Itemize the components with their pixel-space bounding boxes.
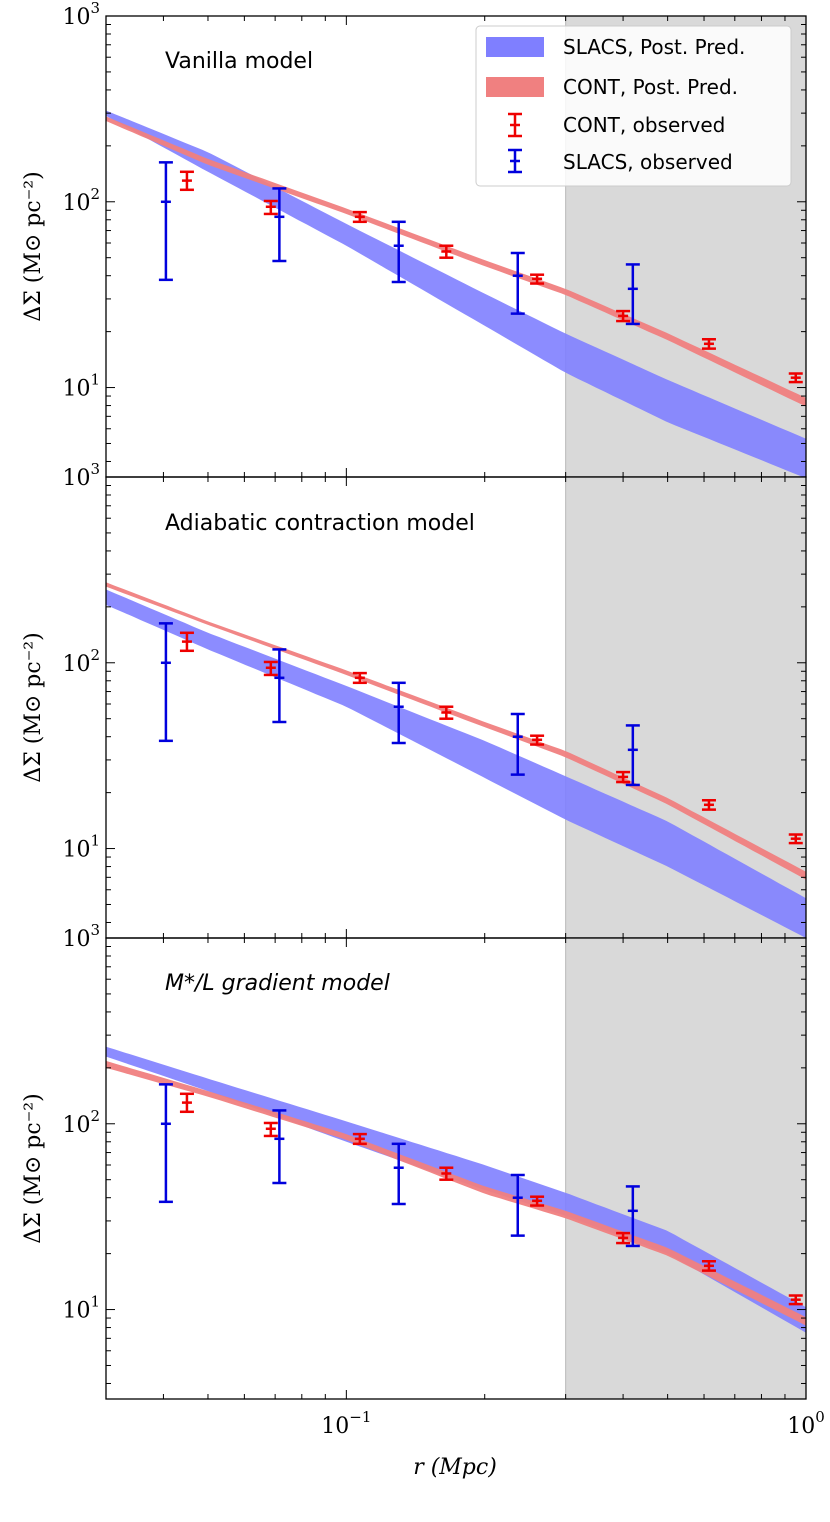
panel-title-vanilla: Vanilla model bbox=[165, 49, 313, 74]
cont-post-pred-band-2 bbox=[106, 1060, 806, 1326]
cont-observed-point-0-4 bbox=[530, 273, 545, 285]
cont-observed-point-2-6 bbox=[701, 1259, 716, 1272]
cont-observed-point-1-0 bbox=[179, 631, 194, 653]
panel-title-adiabatic: Adiabatic contraction model bbox=[165, 511, 475, 536]
legend-swatch-slacs-band bbox=[486, 37, 544, 57]
slacs-observed-point-0-3 bbox=[510, 251, 525, 315]
y-tick-label-1-0: 101 bbox=[62, 832, 100, 863]
slacs-post-pred-band-2 bbox=[106, 1046, 806, 1333]
cont-observed-point-0-1 bbox=[263, 199, 278, 216]
cont-observed-point-0-0 bbox=[179, 170, 194, 192]
x-tick-label-1: 100 bbox=[787, 1408, 825, 1439]
cont-observed-point-0-6 bbox=[701, 337, 716, 350]
cont-observed-point-2-5 bbox=[616, 1231, 631, 1245]
legend-marker-slacs-observed bbox=[508, 148, 522, 174]
slacs-observed-point-0-1 bbox=[272, 187, 287, 263]
x-axis-label: r (Mpc) bbox=[413, 1455, 497, 1480]
slacs-observed-point-1-3 bbox=[510, 712, 525, 776]
panels-layer: 101 102 103 ΔΣ (M⊙ pc⁻²) 101 102 103 ΔΣ (M⊙ pc⁻… bbox=[21, 0, 825, 1439]
slacs-observed-point-2-1 bbox=[272, 1109, 287, 1185]
legend-marker-cont-observed bbox=[508, 112, 522, 138]
y-tick-label-0-0: 101 bbox=[62, 371, 100, 402]
legend: SLACS, Post. Pred. CONT, Post. Pred. CON… bbox=[475, 25, 792, 187]
y-tick-label-0-1: 102 bbox=[62, 185, 100, 216]
cont-observed-point-2-0 bbox=[179, 1092, 194, 1114]
cont-observed-point-1-1 bbox=[263, 660, 278, 677]
panel-1: 101 102 103 ΔΣ (M⊙ pc⁻²) bbox=[21, 460, 807, 939]
cont-observed-point-2-1 bbox=[263, 1121, 278, 1138]
y-axis-label-2: ΔΣ (M⊙ pc⁻²) bbox=[21, 1093, 46, 1243]
legend-label-cont-band: CONT, Post. Pred. bbox=[563, 75, 738, 99]
cont-observed-point-2-7 bbox=[788, 1294, 803, 1306]
cont-observed-point-0-7 bbox=[788, 372, 803, 384]
slacs-observed-point-2-0 bbox=[158, 1083, 173, 1204]
cont-observed-point-2-2 bbox=[352, 1132, 367, 1146]
y-tick-label-2-0: 101 bbox=[62, 1293, 100, 1324]
slacs-post-pred-band-0 bbox=[106, 110, 806, 477]
y-tick-label-0-2: 103 bbox=[62, 0, 100, 30]
x-tick-label-0: 10−1 bbox=[321, 1408, 371, 1439]
y-axis-label-1: ΔΣ (M⊙ pc⁻²) bbox=[21, 632, 46, 782]
slacs-observed-point-2-2 bbox=[391, 1142, 406, 1206]
legend-label-slacs-band: SLACS, Post. Pred. bbox=[563, 35, 745, 59]
cont-observed-point-1-6 bbox=[701, 798, 716, 811]
cont-observed-point-1-4 bbox=[530, 734, 545, 746]
y-tick-label-1-2: 103 bbox=[62, 460, 100, 491]
legend-swatch-cont-band bbox=[486, 77, 544, 97]
panel-frame-2 bbox=[105, 937, 807, 1400]
shaded-region-2 bbox=[565, 938, 806, 1399]
cont-observed-point-1-7 bbox=[788, 833, 803, 845]
y-tick-label-1-1: 102 bbox=[62, 646, 100, 677]
cont-post-pred-band-1 bbox=[106, 582, 806, 880]
slacs-observed-point-2-4 bbox=[625, 1185, 640, 1248]
cont-observed-point-2-4 bbox=[530, 1195, 545, 1207]
slacs-observed-point-1-4 bbox=[625, 724, 640, 787]
y-axis-label-0: ΔΣ (M⊙ pc⁻²) bbox=[21, 171, 46, 321]
slacs-observed-point-0-4 bbox=[625, 263, 640, 326]
y-tick-label-2-2: 103 bbox=[62, 921, 100, 952]
cont-observed-point-1-3 bbox=[439, 705, 454, 720]
cont-observed-point-0-3 bbox=[439, 244, 454, 259]
legend-label-slacs-observed: SLACS, observed bbox=[563, 150, 733, 174]
cont-observed-point-1-2 bbox=[352, 671, 367, 685]
cont-observed-point-0-5 bbox=[616, 309, 631, 323]
cont-observed-point-1-5 bbox=[616, 770, 631, 784]
panel-title-gradient: M*/L gradient model bbox=[165, 971, 390, 996]
slacs-observed-point-0-2 bbox=[391, 220, 406, 284]
legend-label-cont-observed: CONT, observed bbox=[563, 113, 725, 137]
slacs-observed-point-1-2 bbox=[391, 681, 406, 745]
slacs-observed-point-1-0 bbox=[158, 622, 173, 743]
legend-frame bbox=[475, 25, 792, 187]
cont-observed-point-0-2 bbox=[352, 210, 367, 224]
cont-observed-point-2-3 bbox=[439, 1166, 454, 1181]
panel-2: 101 102 103 ΔΣ (M⊙ pc⁻²) bbox=[21, 921, 807, 1400]
slacs-observed-point-2-3 bbox=[510, 1173, 525, 1237]
slacs-observed-point-0-0 bbox=[158, 161, 173, 282]
slacs-observed-point-1-1 bbox=[272, 648, 287, 724]
y-tick-label-2-1: 102 bbox=[62, 1107, 100, 1138]
